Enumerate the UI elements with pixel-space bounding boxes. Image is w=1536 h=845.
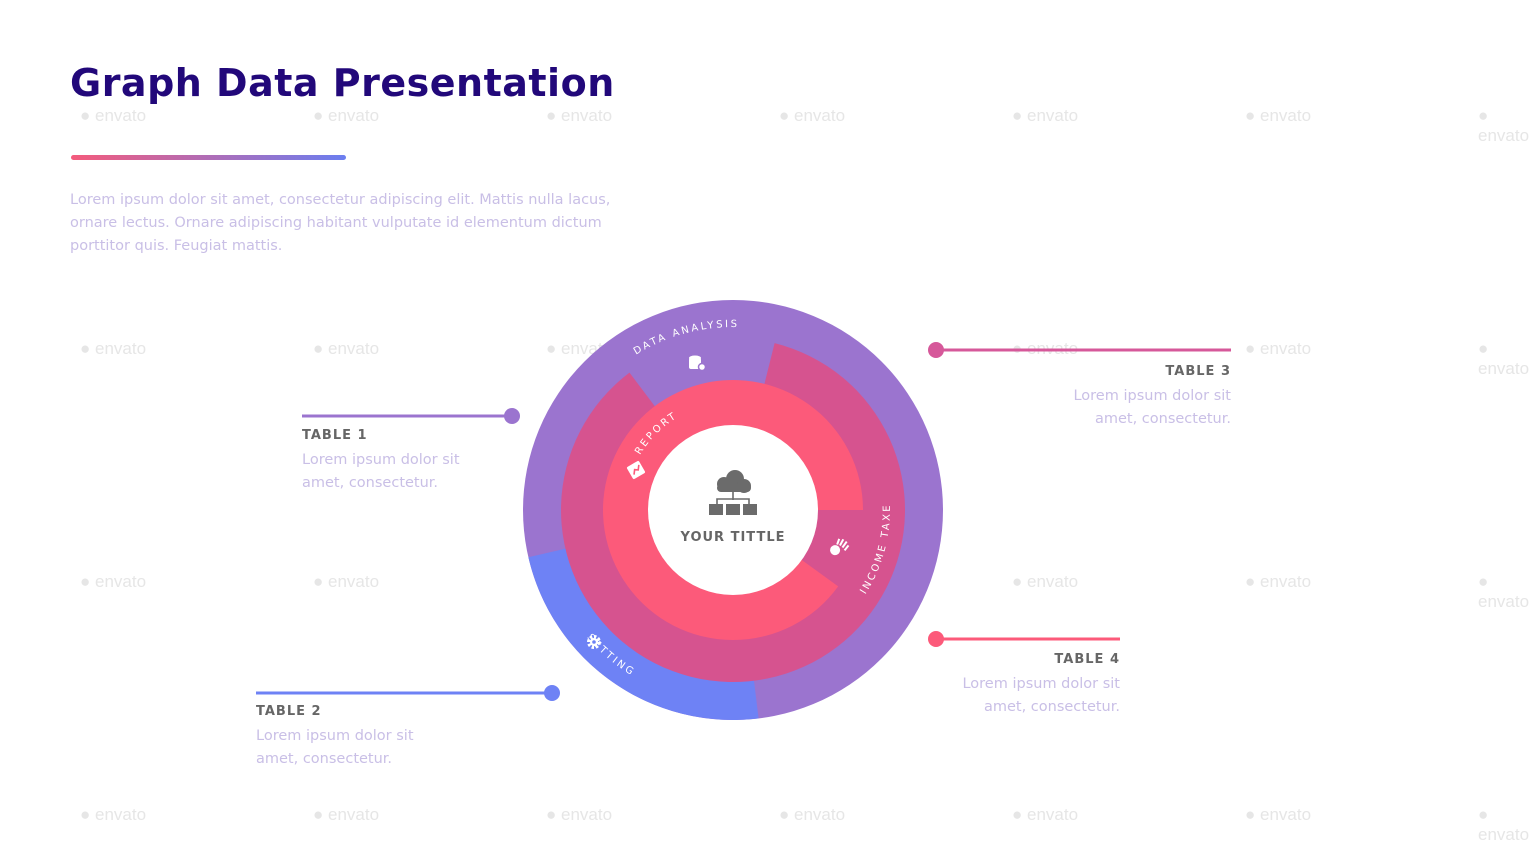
watermark: ● envato: [1012, 106, 1079, 125]
watermark: ● envato: [313, 339, 380, 358]
table-2-callout: TABLE 2 Lorem ipsum dolor sit amet, cons…: [256, 704, 446, 771]
page-title: Graph Data Presentation: [70, 61, 615, 105]
table-3-connector-dot: [928, 342, 944, 358]
report-icon: [626, 460, 646, 480]
watermark: ● envato: [1478, 106, 1530, 145]
watermark: ● envato: [546, 106, 613, 125]
watermark: ● envato: [80, 805, 147, 824]
title-underline: [71, 155, 346, 160]
center-title: YOUR TITTLE: [680, 530, 786, 545]
watermark: ● envato: [80, 572, 147, 591]
table-4-text: Lorem ipsum dolor sit amet, consectetur.: [962, 676, 1120, 715]
intro-text: Lorem ipsum dolor sit amet, consectetur …: [70, 192, 611, 254]
table-3-text: Lorem ipsum dolor sit amet, consectetur.: [1073, 388, 1231, 427]
table-3-callout: TABLE 3 Lorem ipsum dolor sit amet, cons…: [1031, 364, 1231, 431]
watermark: ● envato: [1478, 339, 1530, 378]
watermark: ● envato: [1245, 339, 1312, 358]
watermark: ● envato: [1245, 572, 1312, 591]
table-4-title: TABLE 4: [1054, 652, 1120, 667]
watermark: ● envato: [80, 106, 147, 125]
table-4-connector-dot: [928, 631, 944, 647]
table-1-text: Lorem ipsum dolor sit amet, consectetur.: [302, 452, 460, 491]
database-gear-icon: [689, 355, 707, 372]
watermark: ● envato: [779, 106, 846, 125]
watermark: ● envato: [80, 339, 147, 358]
money-hand-icon: [830, 538, 850, 556]
table-1-callout: TABLE 1 Lorem ipsum dolor sit amet, cons…: [302, 428, 492, 495]
watermark: ● envato: [1245, 106, 1312, 125]
table-3-title: TABLE 3: [1165, 364, 1231, 379]
watermark: ● envato: [1478, 572, 1530, 611]
watermark: ● envato: [1012, 805, 1079, 824]
table-2-title: TABLE 2: [256, 704, 322, 719]
watermark: ● envato: [1245, 805, 1312, 824]
gear-icon: [587, 635, 601, 649]
table-4-callout: TABLE 4 Lorem ipsum dolor sit amet, cons…: [920, 652, 1120, 719]
watermark: ● envato: [313, 106, 380, 125]
table-1-title: TABLE 1: [302, 428, 368, 443]
cloud-network-icon: [709, 470, 757, 515]
table-2-text: Lorem ipsum dolor sit amet, consectetur.: [256, 728, 414, 767]
watermark: ● envato: [313, 572, 380, 591]
watermark: ● envato: [1012, 572, 1079, 591]
table-1-connector-dot: [504, 408, 520, 424]
table-2-connector-dot: [544, 685, 560, 701]
watermark: ● envato: [313, 805, 380, 824]
watermark: ● envato: [779, 805, 846, 824]
watermark: ● envato: [546, 805, 613, 824]
